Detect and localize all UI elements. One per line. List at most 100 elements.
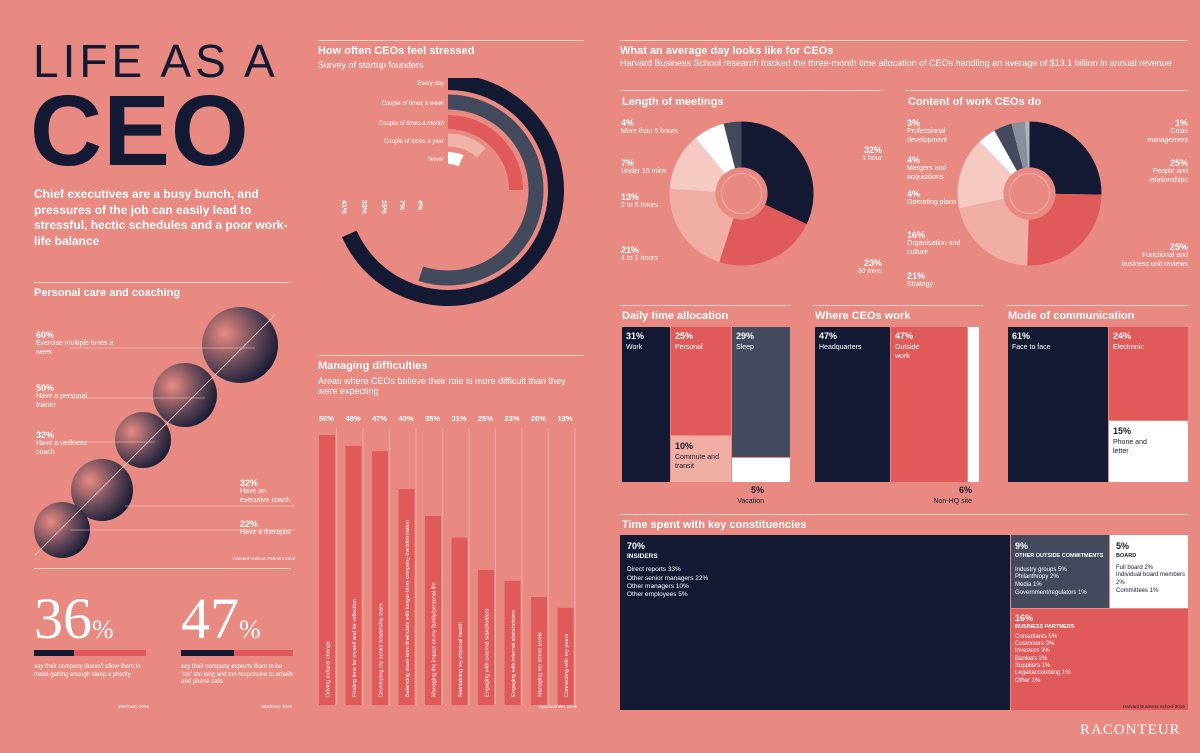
where-nonhq-label: 6% Non-HQ site — [933, 485, 972, 505]
difficulties-subtitle: Areas where CEOs believe their role is m… — [318, 376, 566, 396]
content-slice-0 — [1029, 121, 1102, 195]
diff-bar-5 — [451, 537, 468, 705]
meetings-slice-0 — [741, 121, 814, 225]
stress-subtitle: Survey of startup founders — [318, 60, 424, 70]
const-title: Time spent with key constituencies — [622, 519, 807, 531]
diff-category-3: Balancing short-term financials with lon… — [405, 520, 411, 697]
comm-phone-label: 15% Phone and letter — [1113, 426, 1147, 455]
content-title: Content of work CEOs do — [908, 96, 1042, 108]
average-day-title: What an average day looks like for CEOs — [620, 45, 834, 57]
personal-care-spheres — [34, 307, 295, 558]
content-lbl-7: 25% Functional and business unit reviews — [1121, 242, 1188, 268]
const-outside-label: 9% OTHER OUTSIDE COMMITMENTS Industry gr… — [1015, 541, 1104, 596]
diff-value-0: 50% — [319, 414, 334, 423]
meetings-title: Length of meetings — [622, 96, 724, 108]
diff-value-4: 35% — [425, 414, 440, 423]
content-lbl-0: 3% Professional development — [907, 118, 948, 144]
daily-chart — [622, 327, 790, 482]
diff-value-5: 31% — [452, 414, 467, 423]
daily-work — [622, 327, 670, 482]
diff-bar-4 — [425, 516, 441, 705]
stat-2-source: McKinsey 2016 — [261, 704, 292, 709]
comm-face-label: 61% Face to face — [1012, 331, 1051, 351]
diff-category-4: Managing the impact on my family/persona… — [432, 582, 438, 697]
comm-phone — [1109, 421, 1188, 482]
meet-lbl-4: 23% 30 mins — [857, 258, 882, 275]
title-line2: CEO — [30, 75, 250, 187]
stress-label-0: Every day — [417, 81, 444, 87]
stress-arc-0 — [342, 78, 564, 306]
const-insiders — [620, 535, 1010, 710]
where-hq-label: 47% Headquarters — [819, 331, 862, 351]
comm-chart — [1008, 327, 1188, 482]
diff-value-8: 20% — [531, 414, 546, 423]
meet-lbl-2: 13% 2 to 5 hours — [621, 192, 658, 209]
daily-vacation-label: 5% Vacation — [737, 485, 764, 505]
content-lbl-4: 21% Strategy — [907, 271, 934, 288]
content-lbl-6: 25% People and relationships — [1148, 158, 1188, 184]
const-source: Harvard Business School 2016 — [1123, 704, 1185, 709]
diff-category-2: Developing my senior leadership team — [379, 603, 385, 697]
diff-bar-7 — [504, 580, 521, 705]
stress-title: How often CEOs feel stressed — [318, 45, 475, 57]
content-lbl-2: 4% Operating plans — [907, 189, 957, 206]
content-slice-4 — [979, 130, 1017, 175]
title-line1: LIFE AS A — [33, 35, 279, 87]
daily-sleep — [732, 327, 790, 457]
diff-bar-2 — [372, 451, 388, 705]
stress-label-1: Couple of times a week — [382, 101, 445, 107]
pc-item-5: 22% Have a therapist — [240, 519, 291, 536]
pc-source: Harvard Venture Partners 2016 — [233, 556, 296, 561]
meetings-slice-1 — [719, 204, 807, 266]
difficulties-source: EgonZehnder 2016 — [538, 704, 577, 709]
daily-commute — [671, 436, 731, 482]
const-partners — [1011, 609, 1188, 710]
stress-label-4: Never — [428, 157, 444, 163]
diff-category-1: Finding time for myself and for reflecti… — [352, 599, 358, 697]
pc-item-3: 32% Have a wellness coach — [36, 430, 87, 456]
daily-work-label: 31% Work — [626, 331, 645, 351]
stat-1-source: McKinsey 2016 — [118, 704, 149, 709]
pc-item-2: 50% Have a personal trainer — [36, 383, 87, 409]
pc-item-4: 32% Have an executive coach — [240, 478, 291, 504]
meetings-hole-ring — [721, 173, 762, 214]
stress-arc-3 — [447, 133, 486, 158]
diff-category-5: Maintaining my physical health — [458, 622, 464, 697]
stress-label-2: Couple of times a month — [379, 121, 444, 127]
diff-value-6: 25% — [478, 414, 493, 423]
const-partners-label: 16% BUSINESS PARTNERS Consultants 5% Cus… — [1015, 613, 1075, 684]
content-hole — [1003, 167, 1056, 220]
where-outside — [891, 327, 967, 482]
diff-value-3: 40% — [399, 414, 414, 423]
meetings-slice-2 — [669, 188, 734, 262]
diff-category-0: Driving cultural change — [326, 641, 332, 697]
content-lbl-3: 16% Organisation and culture — [907, 230, 961, 256]
stress-chart: Every day 41% Couple of times a week 33% Cou… — [340, 78, 564, 306]
diff-bar-8 — [531, 597, 547, 705]
diff-value-2: 47% — [372, 414, 387, 423]
meet-lbl-1: 7% Under 15 mins — [621, 158, 667, 175]
brand-logo: RACONTEUR — [1080, 722, 1181, 738]
where-chart — [815, 327, 983, 482]
content-slice-2 — [959, 198, 1029, 266]
stress-arc-1 — [418, 94, 544, 286]
stress-value-1: 33% — [360, 200, 367, 215]
diff-category-7: Engaging with internal stakeholders — [511, 610, 517, 697]
content-slice-6 — [1011, 121, 1028, 169]
where-outside-label: 47% Outside work — [895, 331, 920, 360]
comm-face — [1008, 327, 1108, 482]
where-title: Where CEOs work — [815, 310, 911, 322]
daily-sleep-label: 29% Sleep — [736, 331, 755, 351]
const-outside — [1011, 535, 1109, 608]
diff-bar-9 — [557, 607, 574, 705]
meet-lbl-5: 32% 1 hour — [862, 145, 882, 162]
daily-vacation — [732, 458, 790, 482]
stress-value-4: 4% — [416, 200, 423, 211]
comm-title: Mode of communication — [1008, 310, 1135, 322]
stat-1: 36% say their company doesn't allow them… — [34, 590, 146, 679]
stat-2: 47% say their company expects them to be… — [181, 586, 293, 685]
diff-value-9: 18% — [558, 414, 573, 423]
meetings-donut — [669, 121, 814, 266]
content-lbl-5: 1% Crisis management — [1147, 118, 1188, 144]
stress-label-3: Couple of times a year — [384, 139, 444, 145]
